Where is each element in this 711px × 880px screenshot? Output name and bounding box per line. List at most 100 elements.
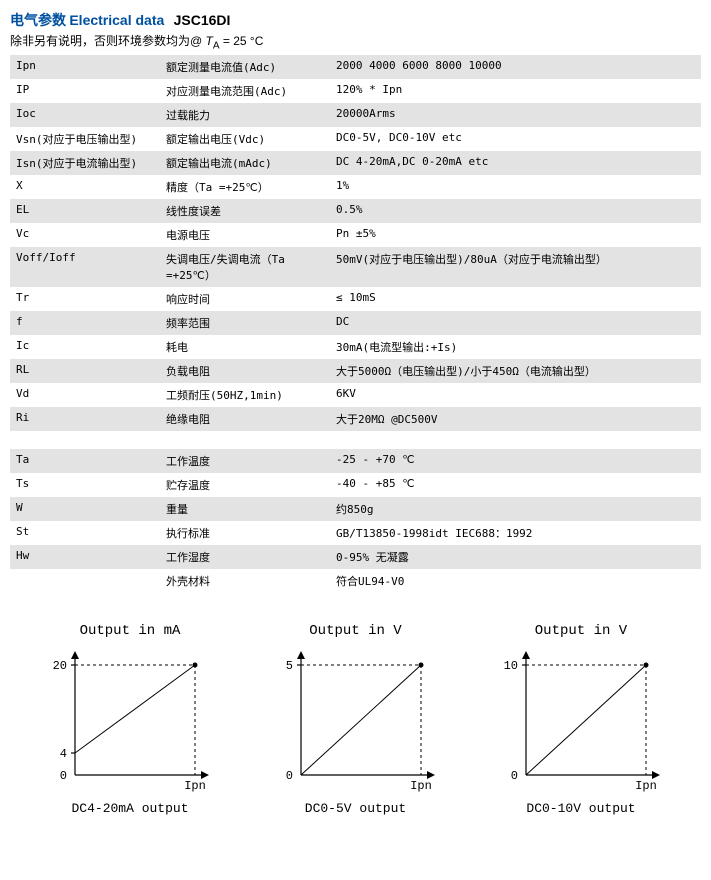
model-code: JSC16DI [174, 12, 231, 28]
table-row: Hw工作湿度0-95% 无凝露 [10, 545, 701, 569]
chart-title: Output in V [481, 623, 681, 639]
param-desc: 额定测量电流值(Adc) [160, 55, 330, 79]
chart: Output in V50IpnDC0-5V output [256, 623, 456, 816]
param-symbol: IP [10, 79, 160, 103]
param-desc: 额定输出电压(Vdc) [160, 127, 330, 151]
param-symbol: X [10, 175, 160, 199]
param-value: 6KV [330, 383, 701, 407]
table-row: IP对应测量电流范围(Adc)120% * Ipn [10, 79, 701, 103]
param-symbol: f [10, 311, 160, 335]
param-value: 符合UL94-V0 [330, 569, 701, 593]
charts-row: Output in mA2040IpnDC4-20mA outputOutput… [10, 623, 701, 816]
table-row: 外壳材料符合UL94-V0 [10, 569, 701, 593]
param-value: 120% * Ipn [330, 79, 701, 103]
svg-text:4: 4 [60, 747, 67, 761]
svg-text:0: 0 [60, 769, 67, 783]
param-value: 约850g [330, 497, 701, 521]
param-desc: 响应时间 [160, 287, 330, 311]
param-desc: 执行标准 [160, 521, 330, 545]
table-row: EL线性度误差0.5% [10, 199, 701, 223]
svg-text:10: 10 [504, 659, 518, 673]
param-symbol: Voff/Ioff [10, 247, 160, 287]
param-value: DC 4-20mA,DC 0-20mA etc [330, 151, 701, 175]
param-desc: 重量 [160, 497, 330, 521]
param-value: ≤ 10mS [330, 287, 701, 311]
param-symbol: Ioc [10, 103, 160, 127]
svg-text:20: 20 [53, 659, 67, 673]
param-symbol: Hw [10, 545, 160, 569]
svg-text:0: 0 [511, 769, 518, 783]
title-en: Electrical data [69, 12, 164, 28]
param-symbol: W [10, 497, 160, 521]
table-row: Vsn(对应于电压输出型)额定输出电压(Vdc)DC0-5V, DC0-10V … [10, 127, 701, 151]
table-row: Tr响应时间≤ 10mS [10, 287, 701, 311]
param-desc: 贮存温度 [160, 473, 330, 497]
param-symbol: Vsn(对应于电压输出型) [10, 127, 160, 151]
param-desc: 额定输出电流(mAdc) [160, 151, 330, 175]
param-symbol: Tr [10, 287, 160, 311]
table-row: Voff/Ioff失调电压/失调电流（Ta =+25℃）50mV(对应于电压输出… [10, 247, 701, 287]
param-value: 大于5000Ω（电压输出型)/小于450Ω（电流输出型） [330, 359, 701, 383]
table-row: Ioc过载能力20000Arms [10, 103, 701, 127]
chart-svg: 50Ipn [266, 645, 446, 795]
param-value: -40 - +85 ℃ [330, 473, 701, 497]
param-symbol: Ic [10, 335, 160, 359]
table-row: Ts贮存温度-40 - +85 ℃ [10, 473, 701, 497]
spec-table: Ipn额定测量电流值(Adc)2000 4000 6000 8000 10000… [10, 55, 701, 593]
table-row: St执行标准GB/T13850-1998idt IEC688：1992 [10, 521, 701, 545]
chart: Output in V 10 0 Ipn DC0-10V output [481, 623, 681, 816]
svg-text:Ipn: Ipn [635, 779, 657, 793]
chart-title: Output in V [256, 623, 456, 639]
table-row: f频率范围DC [10, 311, 701, 335]
param-symbol: Ri [10, 407, 160, 431]
param-value: DC0-5V, DC0-10V etc [330, 127, 701, 151]
param-desc: 线性度误差 [160, 199, 330, 223]
param-desc: 对应测量电流范围(Adc) [160, 79, 330, 103]
param-value: 50mV(对应于电压输出型)/80uA（对应于电流输出型） [330, 247, 701, 287]
subheader: 除非另有说明，否则环境参数均为@ TA = 25 °C [10, 32, 701, 51]
param-value: 0.5% [330, 199, 701, 223]
chart-title: Output in mA [30, 623, 230, 639]
param-value: Pn ±5% [330, 223, 701, 247]
param-value: 大于20MΩ @DC500V [330, 407, 701, 431]
table-row: Ipn额定测量电流值(Adc)2000 4000 6000 8000 10000 [10, 55, 701, 79]
param-desc: 工作温度 [160, 449, 330, 473]
sub-prefix: 除非另有说明，否则环境参数均为@ [10, 34, 206, 48]
param-symbol: EL [10, 199, 160, 223]
param-symbol: Ipn [10, 55, 160, 79]
table-row: Vd工频耐压(50HZ,1min)6KV [10, 383, 701, 407]
param-desc: 失调电压/失调电流（Ta =+25℃） [160, 247, 330, 287]
param-value: 0-95% 无凝露 [330, 545, 701, 569]
svg-text:Ipn: Ipn [184, 779, 206, 793]
param-value: 1% [330, 175, 701, 199]
param-value: 2000 4000 6000 8000 10000 [330, 55, 701, 79]
chart-caption: DC0-5V output [256, 801, 456, 816]
table-row: Vc电源电压Pn ±5% [10, 223, 701, 247]
chart-caption: DC4-20mA output [30, 801, 230, 816]
param-desc: 耗电 [160, 335, 330, 359]
sub-var: T [206, 34, 213, 48]
page-header: 电气参数 Electrical data JSC16DI [10, 10, 701, 30]
param-value: 30mA(电流型输出:+Is) [330, 335, 701, 359]
param-value: 20000Arms [330, 103, 701, 127]
table-row: W重量约850g [10, 497, 701, 521]
chart-svg: 10 0 Ipn [491, 645, 671, 795]
param-symbol: Vc [10, 223, 160, 247]
sub-suffix: = 25 °C [220, 34, 264, 48]
param-desc: 精度（Ta =+25℃） [160, 175, 330, 199]
param-desc: 过载能力 [160, 103, 330, 127]
table-row: RL负载电阻大于5000Ω（电压输出型)/小于450Ω（电流输出型） [10, 359, 701, 383]
param-symbol [10, 569, 160, 593]
param-symbol: Ts [10, 473, 160, 497]
param-symbol: RL [10, 359, 160, 383]
param-symbol: Isn(对应于电流输出型) [10, 151, 160, 175]
param-symbol: Ta [10, 449, 160, 473]
svg-text:0: 0 [285, 769, 292, 783]
param-desc: 绝缘电阻 [160, 407, 330, 431]
table-row: Isn(对应于电流输出型)额定输出电流(mAdc)DC 4-20mA,DC 0-… [10, 151, 701, 175]
param-desc: 电源电压 [160, 223, 330, 247]
chart-caption: DC0-10V output [481, 801, 681, 816]
chart: Output in mA 20 4 0 Ipn DC4-20mA output [30, 623, 230, 816]
svg-text:5: 5 [285, 659, 292, 673]
chart-svg: 20 4 0 Ipn [40, 645, 220, 795]
